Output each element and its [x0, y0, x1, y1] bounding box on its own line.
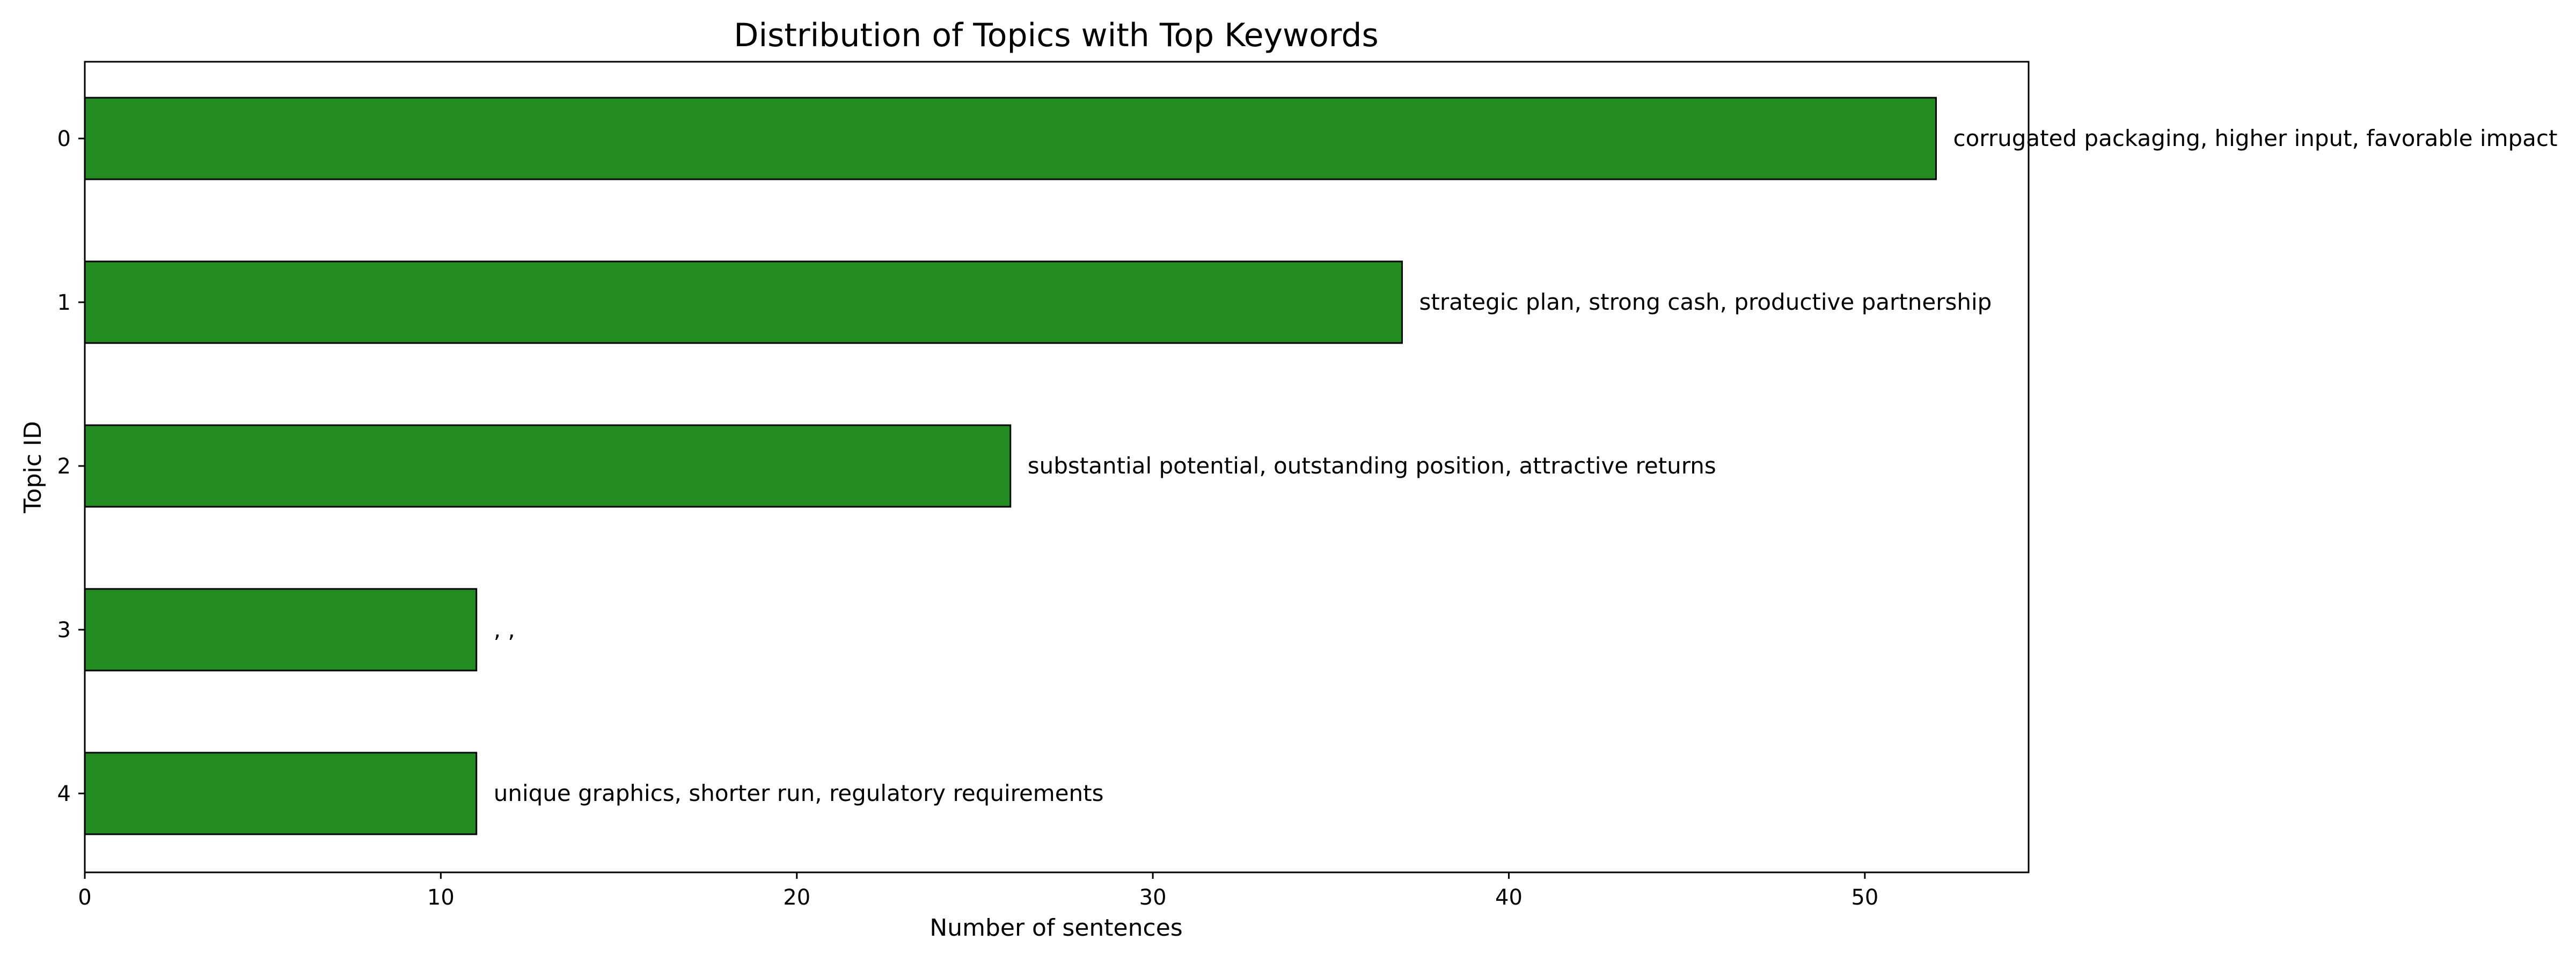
- bar-topic-2: [84, 424, 1012, 508]
- bar-labels-group: corrugated packaging, higher input, favo…: [494, 125, 2558, 806]
- plot-frame: [84, 61, 2030, 873]
- bar-topic-4: [84, 752, 478, 835]
- y-tick-label: 0: [57, 127, 71, 151]
- y-tick-label: 3: [57, 618, 71, 643]
- bar-keyword-label: corrugated packaging, higher input, favo…: [1953, 125, 2558, 151]
- x-axis-label: Number of sentences: [930, 914, 1182, 942]
- x-tick-label: 10: [427, 885, 455, 910]
- chart-title: Distribution of Topics with Top Keywords: [734, 17, 1378, 54]
- y-tick-label: 2: [57, 454, 71, 479]
- bars-group: [84, 97, 1937, 835]
- bar-topic-0: [84, 97, 1937, 180]
- y-tick-label: 1: [57, 290, 71, 315]
- bar-keyword-label: strategic plan, strong cash, productive …: [1419, 289, 1992, 315]
- bar-topic-3: [84, 588, 478, 672]
- bar-topic-1: [84, 260, 1403, 344]
- bar-keyword-label: , ,: [494, 616, 515, 643]
- x-tick-label: 20: [783, 885, 810, 910]
- bar-keyword-label: unique graphics, shorter run, regulatory…: [494, 780, 1104, 806]
- y-axis: 0 1 2 3 4: [57, 127, 85, 806]
- y-tick-label: 4: [57, 782, 71, 806]
- x-tick-label: 50: [1851, 885, 1878, 910]
- y-axis-label: Topic ID: [19, 421, 47, 514]
- x-tick-label: 40: [1495, 885, 1523, 910]
- x-tick-label: 30: [1139, 885, 1167, 910]
- x-axis: 0 10 20 30 40 50: [78, 872, 1878, 910]
- x-tick-label: 0: [78, 885, 91, 910]
- bar-keyword-label: substantial potential, outstanding posit…: [1028, 453, 1716, 479]
